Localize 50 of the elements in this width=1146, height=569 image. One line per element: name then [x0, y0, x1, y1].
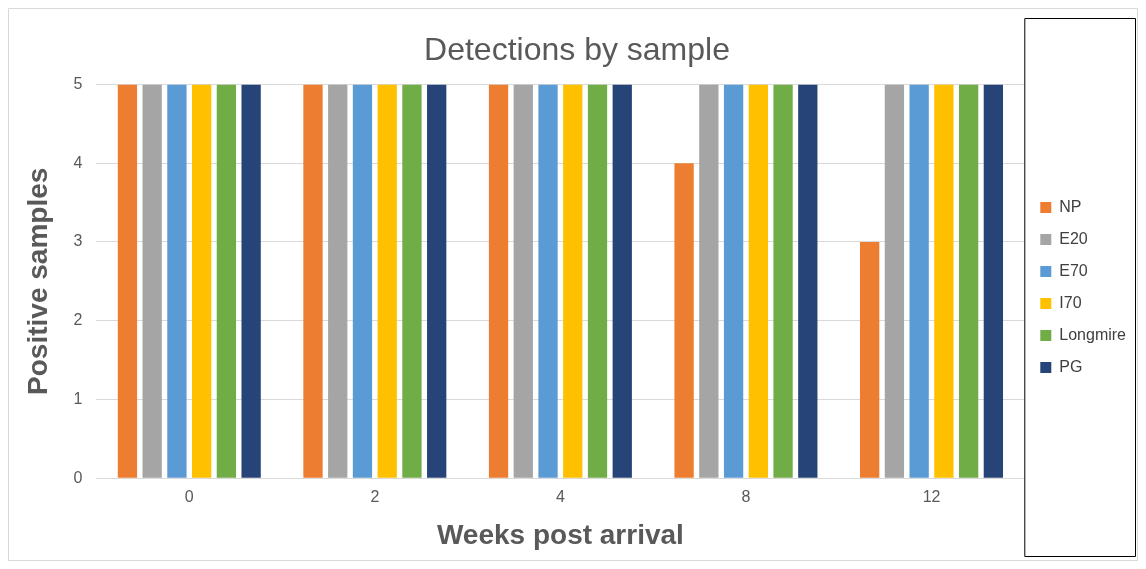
legend-label: I70: [1059, 293, 1082, 311]
bar: [352, 84, 373, 478]
bar: [773, 84, 793, 478]
bar: [488, 84, 509, 478]
bar: [402, 84, 422, 478]
y-tick-label: 5: [73, 74, 83, 92]
bar: [723, 84, 744, 478]
bar: [612, 84, 632, 478]
bar: [699, 84, 719, 478]
x-tick-label: 2: [370, 488, 380, 506]
bar: [909, 84, 929, 478]
bar: [377, 84, 397, 478]
bar: [983, 84, 1004, 478]
y-tick-label: 2: [73, 311, 83, 329]
bar: [241, 84, 261, 478]
bar: [748, 84, 768, 478]
bar: [884, 84, 905, 478]
x-tick-label: 8: [741, 488, 751, 506]
bar: [303, 84, 323, 478]
x-tick-label: 4: [555, 488, 565, 506]
bar: [860, 241, 880, 478]
bar: [142, 84, 162, 478]
legend-label: PG: [1059, 357, 1083, 375]
legend-label: NP: [1059, 197, 1082, 215]
y-tick-label: 3: [73, 232, 83, 250]
bar: [328, 84, 348, 478]
x-tick-label: 0: [184, 488, 194, 506]
bar: [538, 84, 558, 478]
legend-label: Longmire: [1059, 325, 1127, 343]
bar: [587, 84, 608, 478]
bar: [427, 84, 447, 478]
bar: [167, 84, 187, 478]
chart-title: Detections by sample: [424, 31, 730, 68]
bar: [117, 84, 138, 478]
y-tick-label: 1: [73, 389, 83, 407]
y-tick-label: 4: [73, 153, 83, 171]
x-tick-label: 12: [922, 488, 941, 506]
bar: [934, 84, 954, 478]
bar: [674, 163, 694, 478]
legend-label: E70: [1059, 261, 1088, 279]
y-axis-title: Positive samples: [21, 167, 53, 395]
bar: [216, 84, 237, 478]
bar: [958, 84, 979, 478]
bar: [563, 84, 583, 478]
bar: [513, 84, 533, 478]
y-tick-label: 0: [73, 468, 83, 486]
bar: [798, 84, 818, 478]
bar: [192, 84, 212, 478]
legend-label: E20: [1059, 229, 1088, 247]
x-axis-title: Weeks post arrival: [436, 518, 684, 550]
